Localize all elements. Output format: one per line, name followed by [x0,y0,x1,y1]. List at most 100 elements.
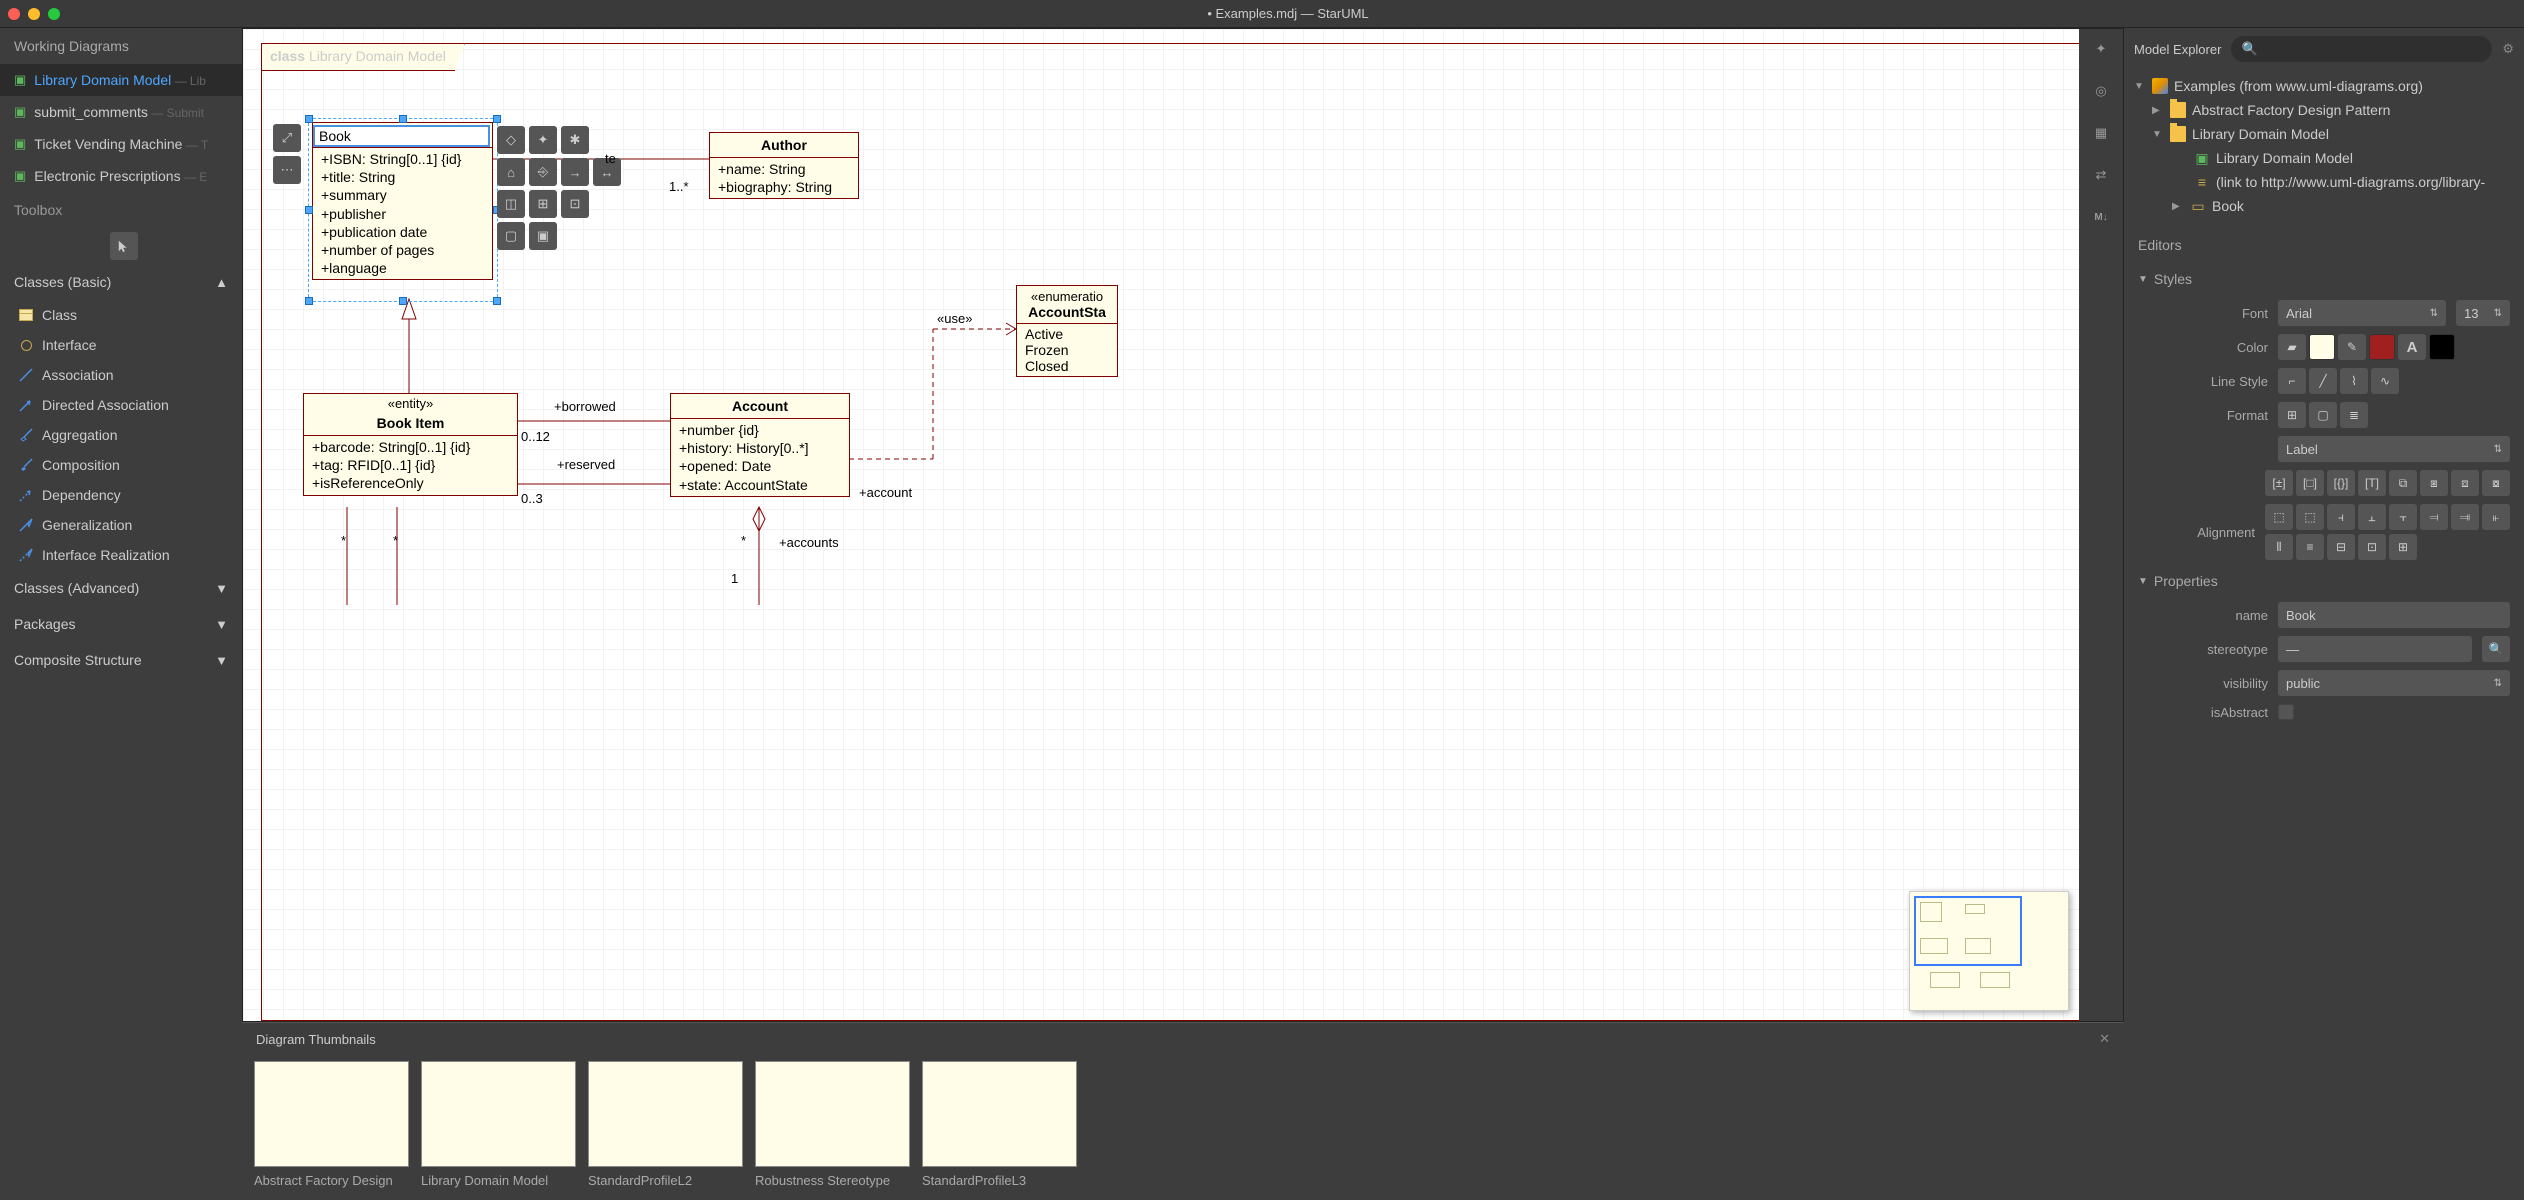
fmt-btn[interactable]: ⧆ [2420,470,2448,496]
markdown-icon[interactable]: M↓ [2087,203,2115,231]
align-btn[interactable]: ⫠ [2358,504,2386,530]
linestyle-btn[interactable]: ⌇ [2340,368,2368,394]
name-edit-input[interactable] [313,125,490,147]
align-btn[interactable]: ⬚ [2265,504,2293,530]
chevron-down-icon[interactable]: ▼ [2134,81,2146,92]
fmt-btn[interactable]: [□] [2296,470,2324,496]
qe-btn[interactable]: → [561,158,589,186]
linestyle-btn[interactable]: ⌐ [2278,368,2306,394]
tool-composition[interactable]: Composition [0,450,242,480]
gear-icon[interactable]: ⚙ [2502,41,2514,57]
maximize-window-button[interactable] [48,8,60,20]
properties-header[interactable]: ▼Properties [2124,564,2524,598]
fmt-btn[interactable]: ⊞ [2278,402,2306,428]
share-icon[interactable]: ⇄ [2087,161,2115,189]
styles-header[interactable]: ▼Styles [2124,262,2524,296]
diagram-item[interactable]: ▣ Electronic Prescriptions — E [0,160,242,192]
chevron-down-icon[interactable]: ▼ [2152,129,2164,140]
thumbnail[interactable]: StandardProfileL3 [922,1061,1077,1188]
minimap[interactable] [1909,891,2069,1011]
fmt-btn[interactable]: ⧈ [2451,470,2479,496]
search-icon[interactable]: 🔍 [2482,636,2510,662]
tool-generalization[interactable]: Generalization [0,510,242,540]
thumbnail[interactable]: StandardProfileL2 [588,1061,743,1188]
close-icon[interactable]: ✕ [2099,1031,2110,1047]
qe-btn[interactable]: ▣ [529,222,557,250]
target-icon[interactable]: ◎ [2087,77,2115,105]
qe-btn[interactable]: ⊞ [529,190,557,218]
qe-btn[interactable]: ◇ [497,126,525,154]
tool-dependency[interactable]: Dependency [0,480,242,510]
fmt-btn[interactable]: [T] [2358,470,2386,496]
qe-btn[interactable]: ⌂ [497,158,525,186]
align-btn[interactable]: ⫟ [2389,504,2417,530]
thumbnail[interactable]: Library Domain Model [421,1061,576,1188]
align-btn[interactable]: ⫞ [2327,504,2355,530]
qe-btn[interactable]: ⤢ [273,124,301,152]
fill-color-swatch[interactable] [2309,334,2335,360]
format-select[interactable]: Label⇅ [2278,436,2510,462]
dist-btn[interactable]: ⊡ [2358,534,2386,560]
tree-row[interactable]: ▼Library Domain Model [2132,122,2516,146]
uml-class-author[interactable]: Author +name: String +biography: String [709,132,859,199]
classes-basic-section[interactable]: Classes (Basic) ▲ [0,264,242,300]
diagram-item[interactable]: ▣ Library Domain Model — Lib [0,64,242,96]
tool-directed-association[interactable]: Directed Association [0,390,242,420]
diagram-item[interactable]: ▣ submit_comments — Submit [0,96,242,128]
tree-row[interactable]: ▶▭Book [2132,194,2516,218]
fmt-btn[interactable]: ⧇ [2482,470,2510,496]
dist-btn[interactable]: ⊟ [2327,534,2355,560]
uml-enum-accountstate[interactable]: «enumeratio AccountSta Active Frozen Clo… [1016,285,1118,377]
tree-row[interactable]: ▼Examples (from www.uml-diagrams.org) [2132,74,2516,98]
line-color-swatch[interactable] [2369,334,2395,360]
fmt-btn[interactable]: ⧉ [2389,470,2417,496]
chevron-right-icon[interactable]: ▶ [2172,201,2184,212]
font-select[interactable]: Arial⇅ [2278,300,2446,326]
tree-row[interactable]: ▶Abstract Factory Design Pattern [2132,98,2516,122]
fmt-btn[interactable]: [±] [2265,470,2293,496]
qe-btn[interactable]: ✱ [561,126,589,154]
close-window-button[interactable] [8,8,20,20]
dist-btn[interactable]: ⊞ [2389,534,2417,560]
diagram-item[interactable]: ▣ Ticket Vending Machine — T [0,128,242,160]
uml-class-bookitem[interactable]: «entity» Book Item +barcode: String[0..1… [303,393,518,496]
prop-stereotype-input[interactable]: — [2278,636,2472,662]
composite-structure-section[interactable]: Composite Structure▼ [0,642,242,678]
tool-interface[interactable]: Interface [0,330,242,360]
prop-visibility-select[interactable]: public⇅ [2278,670,2510,696]
align-btn[interactable]: ⫤ [2420,504,2448,530]
uml-class-account[interactable]: Account +number {id} +history: History[0… [670,393,850,497]
text-color-icon[interactable]: A [2398,334,2426,360]
tool-aggregation[interactable]: Aggregation [0,420,242,450]
explorer-search-input[interactable]: 🔍 [2231,36,2492,62]
pen-icon[interactable]: ✎ [2338,334,2366,360]
align-btn[interactable]: ⫥ [2451,504,2479,530]
tree-row[interactable]: ≡(link to http://www.uml-diagrams.org/li… [2132,170,2516,194]
fill-tool-icon[interactable]: ▰ [2278,334,2306,360]
text-color-swatch[interactable] [2429,334,2455,360]
qe-btn[interactable]: ⎆ [529,158,557,186]
canvas[interactable]: class Library Domain Model +ISBN: String… [242,28,2124,1022]
linestyle-btn[interactable]: ╱ [2309,368,2337,394]
fmt-btn[interactable]: [{}] [2327,470,2355,496]
qe-btn[interactable]: ✦ [529,126,557,154]
dist-btn[interactable]: ⦀ [2265,534,2293,560]
tool-interface-realization[interactable]: Interface Realization [0,540,242,570]
font-size-select[interactable]: 13⇅ [2456,300,2510,326]
extension-icon[interactable]: ✦ [2087,35,2115,63]
fmt-btn[interactable]: ▢ [2309,402,2337,428]
grid-icon[interactable]: ▦ [2087,119,2115,147]
qe-btn[interactable]: ⋯ [273,156,301,184]
qe-btn[interactable]: ◫ [497,190,525,218]
linestyle-btn[interactable]: ∿ [2371,368,2399,394]
thumbnail[interactable]: Abstract Factory Design [254,1061,409,1188]
select-tool-button[interactable] [110,232,138,260]
tool-class[interactable]: Class [0,300,242,330]
qe-btn[interactable]: ▢ [497,222,525,250]
qe-btn[interactable]: ⊡ [561,190,589,218]
chevron-right-icon[interactable]: ▶ [2152,105,2164,116]
minimize-window-button[interactable] [28,8,40,20]
align-btn[interactable]: ⬚ [2296,504,2324,530]
tool-association[interactable]: Association [0,360,242,390]
tree-row[interactable]: ▣Library Domain Model [2132,146,2516,170]
